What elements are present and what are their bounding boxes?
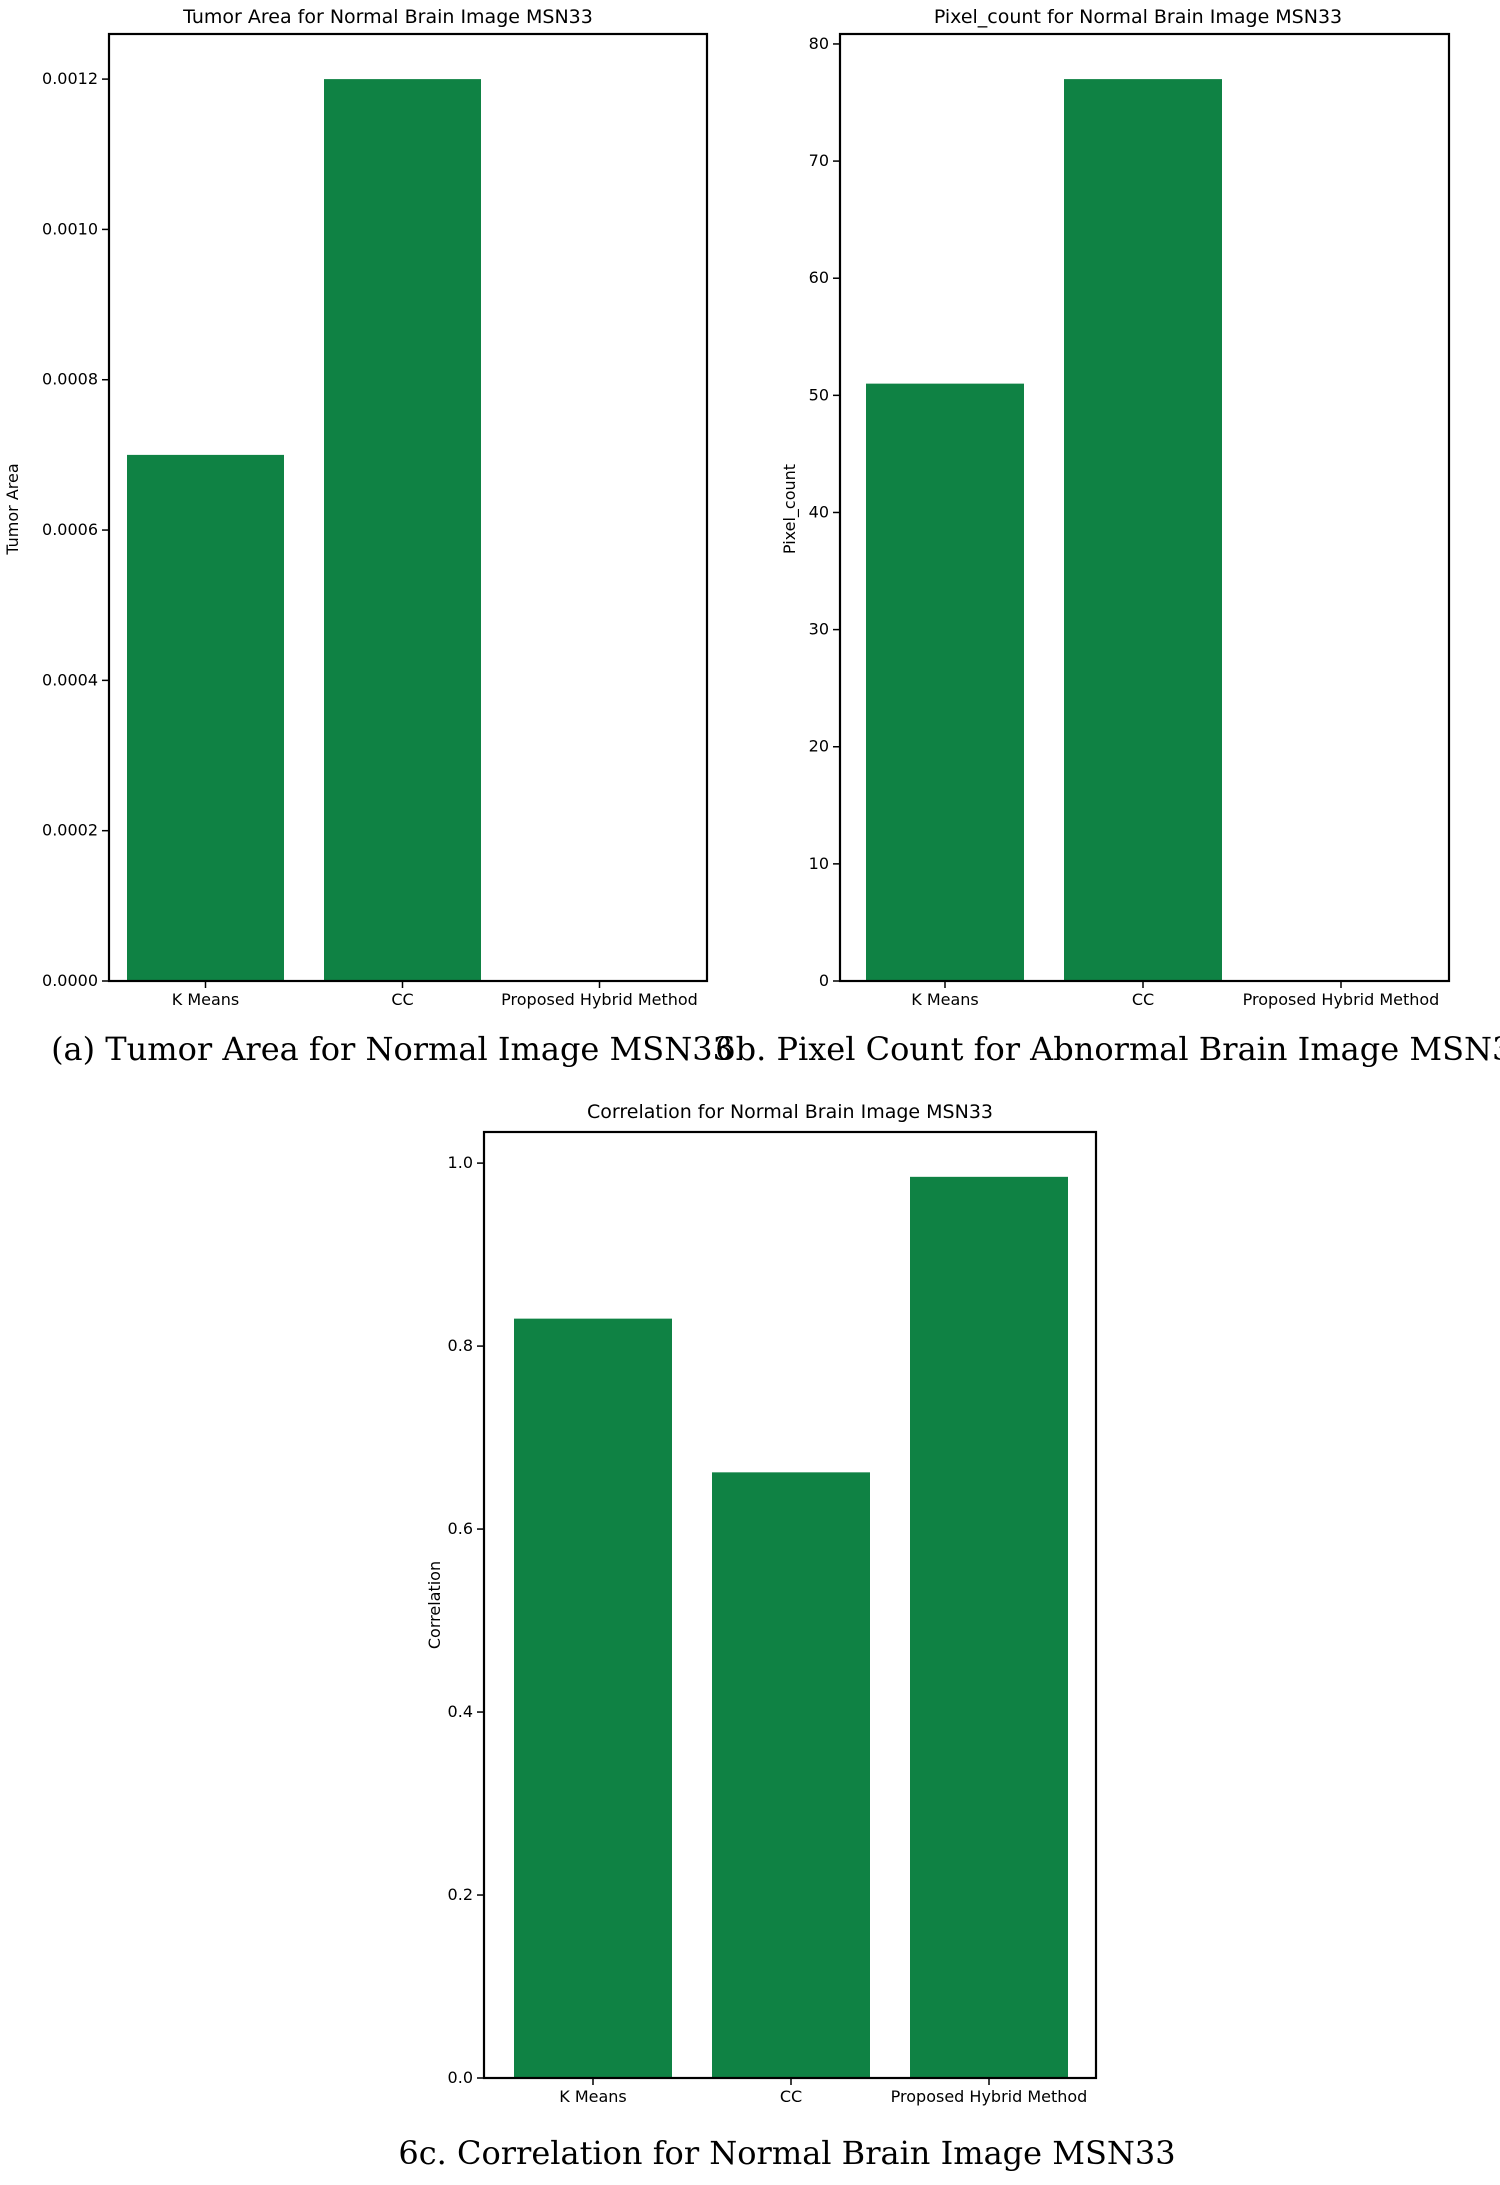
bar-cc xyxy=(324,79,481,982)
chart-title: Pixel_count for Normal Brain Image MSN33 xyxy=(934,6,1342,28)
plot-frame xyxy=(838,32,1451,983)
y-tick-label: 0.0006 xyxy=(42,520,98,539)
bar-cc xyxy=(1064,79,1222,982)
bars xyxy=(866,79,1222,982)
y-tick-label: 0.8 xyxy=(448,1336,473,1355)
y-tick-label: 0.6 xyxy=(448,1519,473,1538)
x-axis-ticks: K Means CC Proposed Hybrid Method xyxy=(559,2078,1087,2106)
y-tick-label: 40 xyxy=(809,502,829,521)
x-tick-label: K Means xyxy=(911,990,979,1009)
caption-a: (a) Tumor Area for Normal Image MSN33 xyxy=(51,1030,733,1068)
x-tick-label: Proposed Hybrid Method xyxy=(891,2087,1088,2106)
bars xyxy=(127,79,481,982)
y-tick-label: 10 xyxy=(809,854,829,873)
x-tick-label: Proposed Hybrid Method xyxy=(1243,990,1440,1009)
y-tick-label: 20 xyxy=(809,737,829,756)
y-tick-label: 0.4 xyxy=(448,1702,473,1721)
x-axis-ticks: K Means CC Proposed Hybrid Method xyxy=(911,981,1439,1009)
x-axis-ticks: K Means CC Proposed Hybrid Method xyxy=(172,981,698,1009)
bar-k-means xyxy=(127,454,284,981)
y-tick-label: 0 xyxy=(819,971,829,990)
y-tick-label: 0.0000 xyxy=(42,971,98,990)
x-tick-label: CC xyxy=(1132,990,1154,1009)
y-tick-label: 0.0010 xyxy=(42,219,98,238)
y-axis-label: Tumor Area xyxy=(3,463,22,555)
x-tick-label: K Means xyxy=(172,990,240,1009)
bar-k-means xyxy=(866,383,1024,981)
y-tick-label: 30 xyxy=(809,620,829,639)
y-tick-label: 0.2 xyxy=(448,1885,473,1904)
plot-frame xyxy=(482,1130,1098,2080)
caption-c: 6c. Correlation for Normal Brain Image M… xyxy=(398,2134,1175,2172)
y-tick-label: 0.0002 xyxy=(42,821,98,840)
y-axis-ticks: 0 10 20 30 40 50 60 70 80 xyxy=(809,34,840,990)
x-tick-label: CC xyxy=(391,990,413,1009)
x-tick-label: CC xyxy=(780,2087,802,2106)
y-tick-label: 0.0008 xyxy=(42,370,98,389)
y-axis-ticks: 0.0 0.2 0.4 0.6 0.8 1.0 xyxy=(448,1153,484,2087)
chart-pixel-count: Pixel_count for Normal Brain Image MSN33… xyxy=(780,6,1451,1009)
y-tick-label: 50 xyxy=(809,385,829,404)
bar-k-means xyxy=(514,1318,672,2078)
y-tick-label: 0.0012 xyxy=(42,69,98,88)
chart-title: Tumor Area for Normal Brain Image MSN33 xyxy=(182,6,593,28)
chart-tumor-area: Tumor Area for Normal Brain Image MSN33 … xyxy=(3,6,709,1009)
y-tick-label: 0.0 xyxy=(448,2068,473,2087)
y-axis-ticks: 0.0000 0.0002 0.0004 0.0006 0.0008 0.0010 0.00… xyxy=(42,69,109,990)
y-axis-label: Pixel_count xyxy=(780,464,800,554)
y-tick-label: 80 xyxy=(809,34,829,53)
x-tick-label: K Means xyxy=(559,2087,627,2106)
plot-frame xyxy=(107,32,709,983)
y-axis-label: Correlation xyxy=(425,1561,444,1649)
y-tick-label: 70 xyxy=(809,151,829,170)
chart-correlation: Correlation for Normal Brain Image MSN33… xyxy=(425,1101,1098,2106)
y-tick-label: 0.0004 xyxy=(42,670,98,689)
y-tick-label: 60 xyxy=(809,268,829,287)
caption-b: 6b. Pixel Count for Abnormal Brain Image… xyxy=(715,1030,1500,1068)
x-tick-label: Proposed Hybrid Method xyxy=(501,990,698,1009)
chart-title: Correlation for Normal Brain Image MSN33 xyxy=(587,1101,993,1123)
bars xyxy=(514,1176,1068,2078)
bar-proposed-hybrid-method xyxy=(910,1176,1068,2078)
bar-cc xyxy=(712,1472,870,2078)
y-tick-label: 1.0 xyxy=(448,1153,473,1172)
